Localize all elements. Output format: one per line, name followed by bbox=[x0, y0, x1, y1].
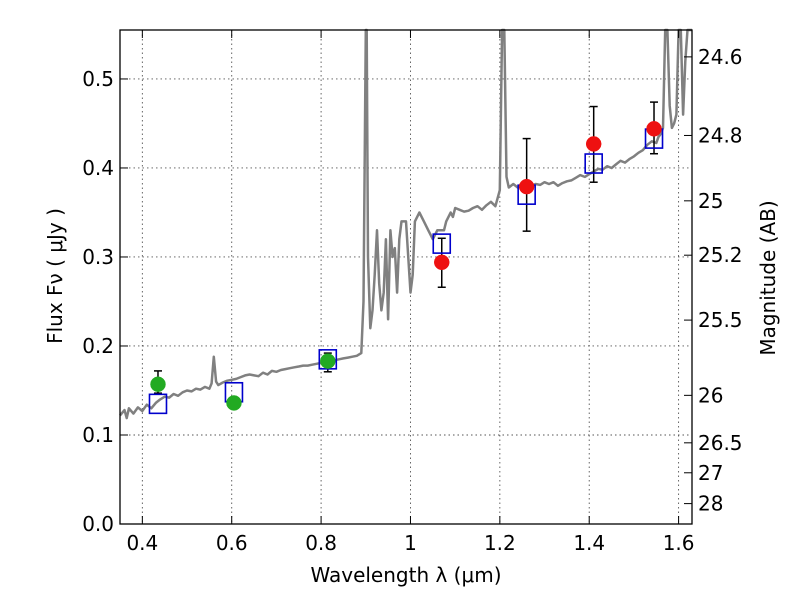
grid-lines bbox=[120, 30, 692, 524]
observation-marker bbox=[150, 376, 166, 393]
magnitude-axis-ticks: 24.6 24.8 25 25.2 25.5 26 26.5 27 28 bbox=[684, 45, 743, 516]
magnitude-tick-label: 26 bbox=[698, 383, 723, 407]
observation-marker bbox=[434, 254, 450, 271]
x-tick-label: 1.2 bbox=[484, 531, 516, 555]
magnitude-tick-label: 25.2 bbox=[698, 243, 743, 267]
magnitude-axis-title: Magnitude (AB) bbox=[756, 200, 780, 355]
y-tick-label: 0.2 bbox=[82, 334, 114, 358]
y-tick-label: 0.0 bbox=[82, 512, 114, 536]
observation-marker bbox=[226, 395, 242, 411]
x-axis-title: Wavelength λ (μm) bbox=[310, 563, 501, 587]
observation-marker bbox=[646, 121, 662, 137]
model-photometry-marker bbox=[148, 393, 168, 415]
plot-area bbox=[119, 28, 692, 420]
x-tick-label: 0.6 bbox=[216, 531, 248, 555]
y-tick-label: 0.3 bbox=[82, 245, 114, 269]
x-tick-label: 0.8 bbox=[305, 531, 337, 555]
magnitude-tick-label: 25.5 bbox=[698, 308, 743, 332]
y-tick-label: 0.1 bbox=[82, 423, 114, 447]
magnitude-tick-label: 24.8 bbox=[698, 123, 743, 147]
observation-marker bbox=[585, 136, 602, 152]
magnitude-tick-label: 25 bbox=[698, 189, 723, 213]
x-axis-ticks: 0.4 0.6 0.8 1 1.2 1.4 1.6 bbox=[126, 30, 695, 555]
magnitude-tick-label: 26.5 bbox=[698, 431, 743, 455]
spectrum-layer bbox=[119, 28, 692, 420]
x-tick-label: 1 bbox=[404, 531, 417, 555]
y-tick-label: 0.4 bbox=[82, 156, 114, 180]
error-bar-layer bbox=[153, 101, 659, 410]
spectrum-line bbox=[119, 28, 692, 420]
plot-frame bbox=[119, 29, 693, 525]
magnitude-tick-label: 27 bbox=[698, 461, 723, 485]
marker-layer bbox=[148, 121, 664, 415]
y-tick-label: 0.5 bbox=[82, 67, 114, 91]
magnitude-tick-label: 24.6 bbox=[698, 45, 743, 69]
x-tick-label: 1.4 bbox=[573, 531, 605, 555]
x-tick-label: 0.4 bbox=[126, 531, 158, 555]
y-axis-ticks: 0.0 0.1 0.2 0.3 0.4 0.5 bbox=[82, 67, 128, 536]
y-axis-title: Flux Fν ( μJy ) bbox=[43, 208, 67, 344]
observation-marker bbox=[320, 353, 336, 369]
observation-marker bbox=[518, 178, 535, 195]
x-tick-label: 1.6 bbox=[663, 531, 695, 555]
model-photometry-marker bbox=[584, 153, 603, 174]
model-photometry-marker bbox=[432, 233, 452, 254]
magnitude-tick-label: 28 bbox=[698, 492, 723, 516]
